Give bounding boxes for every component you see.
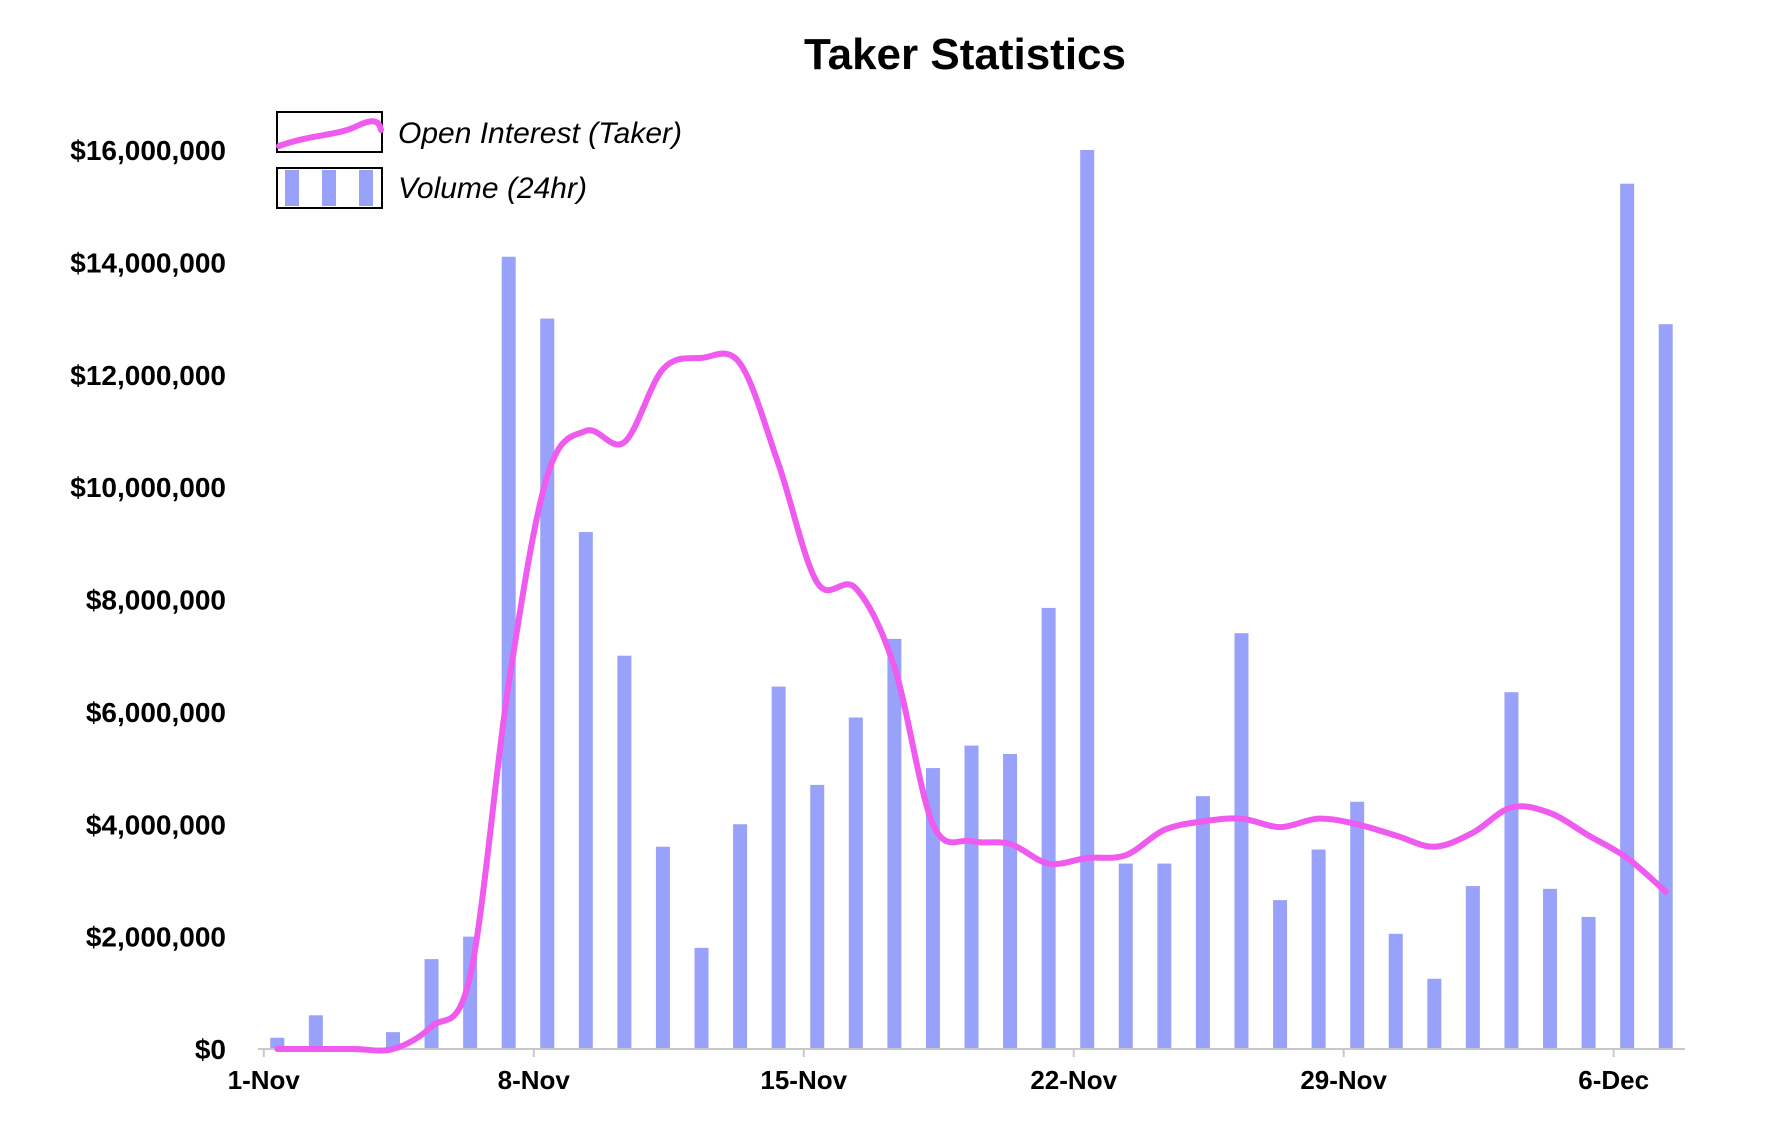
y-tick-label: $6,000,000	[86, 697, 226, 728]
volume-bar	[1195, 796, 1210, 1049]
volume-bar	[1273, 900, 1288, 1049]
x-tick-label: 8-Nov	[498, 1065, 571, 1095]
volume-bar	[1350, 801, 1365, 1049]
volume-bar	[1118, 863, 1133, 1049]
y-tick-label: $2,000,000	[86, 922, 226, 953]
volume-bar	[578, 532, 593, 1049]
volume-bar	[925, 768, 940, 1049]
legend-label-volume: Volume (24hr)	[398, 172, 587, 205]
y-tick-label: $0	[195, 1034, 226, 1065]
open-interest-line	[274, 350, 1669, 1054]
volume-bar	[1311, 849, 1326, 1049]
volume-bar	[1543, 888, 1558, 1049]
volume-bar	[694, 947, 709, 1049]
legend-swatch-bar	[285, 170, 299, 206]
volume-bar	[1157, 863, 1172, 1049]
y-tick-label: $4,000,000	[86, 809, 226, 840]
volume-bar	[848, 717, 863, 1049]
volume-bar	[1504, 692, 1519, 1049]
x-tick-label: 6-Dec	[1578, 1065, 1649, 1095]
volume-bar	[1465, 886, 1480, 1049]
volume-bar	[771, 686, 786, 1049]
volume-bar	[1388, 933, 1403, 1049]
volume-bar	[1427, 978, 1442, 1049]
legend-swatch-bar	[359, 170, 373, 206]
x-tick-label: 22-Nov	[1030, 1065, 1117, 1095]
x-tick-label: 1-Nov	[228, 1065, 301, 1095]
volume-bar	[964, 745, 979, 1049]
volume-bar	[308, 1015, 323, 1049]
volume-bar	[1234, 633, 1249, 1049]
volume-bar	[655, 846, 670, 1049]
volume-bar	[1041, 607, 1056, 1049]
legend-swatch-bar	[322, 170, 336, 206]
volume-bar	[617, 655, 632, 1049]
volume-bar	[733, 824, 748, 1049]
legend-label-open-interest: Open Interest (Taker)	[398, 117, 682, 150]
y-tick-label: $16,000,000	[70, 135, 226, 166]
x-tick-label: 15-Nov	[760, 1065, 847, 1095]
volume-bar	[270, 1037, 285, 1049]
volume-bar	[424, 959, 439, 1049]
y-tick-label: $8,000,000	[86, 585, 226, 616]
volume-bar	[1581, 916, 1596, 1049]
volume-bar	[1080, 150, 1095, 1049]
volume-bar	[501, 256, 516, 1050]
chart-title: Taker Statistics	[803, 30, 1126, 79]
y-tick-label: $10,000,000	[70, 472, 226, 503]
volume-bar	[887, 638, 902, 1049]
x-tick-label: 29-Nov	[1300, 1065, 1387, 1095]
legend-swatch-line	[276, 118, 384, 149]
volume-bar	[1658, 324, 1673, 1049]
volume-bar	[1003, 754, 1018, 1049]
volume-bar	[540, 318, 555, 1049]
y-tick-label: $14,000,000	[70, 247, 226, 278]
y-tick-label: $12,000,000	[70, 360, 226, 391]
volume-bar	[810, 784, 825, 1049]
volume-bar	[1620, 183, 1635, 1049]
